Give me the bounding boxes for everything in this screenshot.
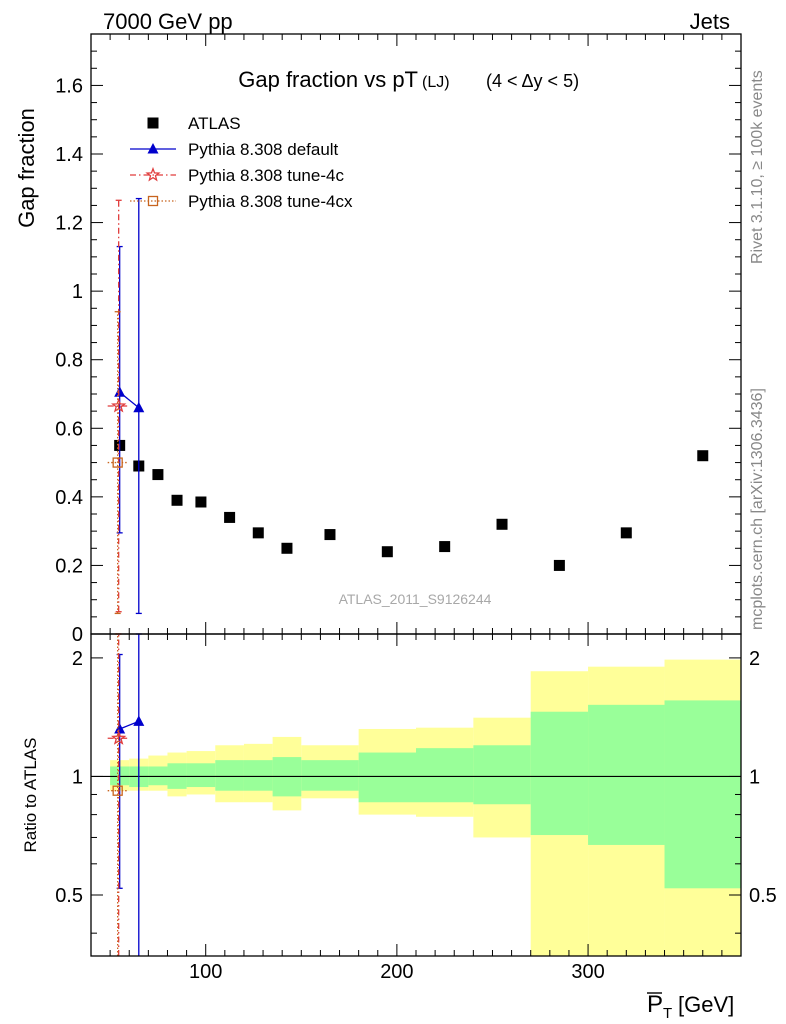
rivet-version-label: Rivet 3.1.10, ≥ 100k events xyxy=(749,70,766,264)
ratio-y-tick-label-right: 1 xyxy=(749,766,760,788)
legend-label: Pythia 8.308 tune-4c xyxy=(188,166,344,185)
data-point xyxy=(620,527,632,539)
mcplots-label: mcplots.cern.ch [arXiv:1306.3436] xyxy=(749,388,766,630)
legend-label: ATLAS xyxy=(188,114,241,133)
ratio-marks xyxy=(107,633,145,956)
x-tick-label: 200 xyxy=(380,961,413,983)
analysis-watermark: ATLAS_2011_S9126244 xyxy=(339,591,492,607)
main-y-tick-label: 0.4 xyxy=(55,487,83,509)
uncertainty-band-green xyxy=(215,760,244,791)
main-y-tick-label: 0.2 xyxy=(55,555,83,577)
ratio-bands xyxy=(91,659,741,956)
data-point xyxy=(111,397,127,413)
data-point xyxy=(195,496,207,508)
ratio-ticks: 0.5 0.5 1 1 2 2 100 200 300 xyxy=(55,634,777,983)
x-axis-label-subscript: T xyxy=(663,1005,672,1022)
x-tick-label: 100 xyxy=(189,961,222,983)
series-pythia-8-308-tune-4cx xyxy=(107,311,128,615)
legend-marker xyxy=(147,195,159,207)
process-label: Jets xyxy=(690,9,730,34)
uncertainty-band-green xyxy=(416,748,474,803)
data-point xyxy=(133,401,145,413)
ratio-data-point xyxy=(112,785,123,796)
main-panel: 0 0.2 0.4 0.6 0.8 1 1.2 1.4 1.6 Gap fraction vs … xyxy=(14,33,742,646)
legend-marker xyxy=(147,143,159,154)
data-point xyxy=(697,450,709,462)
data-point xyxy=(224,511,236,523)
main-y-tick-label: 1.6 xyxy=(55,75,83,97)
ratio-y-axis-label: Ratio to ATLAS xyxy=(21,738,40,853)
legend-marker xyxy=(145,166,161,182)
data-point xyxy=(496,518,508,530)
ratio-y-tick-label: 0.5 xyxy=(55,885,83,907)
series-atlas xyxy=(114,439,709,571)
main-title-sub: (LJ) xyxy=(422,74,450,91)
legend-label: Pythia 8.308 tune-4cx xyxy=(188,192,353,211)
uncertainty-band-green xyxy=(588,704,665,845)
legend-item: ATLAS xyxy=(147,114,241,133)
uncertainty-band-green xyxy=(358,752,416,803)
uncertainty-band-green xyxy=(530,711,589,836)
data-point xyxy=(553,559,565,571)
x-axis-label-symbol: P xyxy=(647,991,663,1018)
ratio-data-point xyxy=(111,730,127,745)
main-y-tick-label: 1.2 xyxy=(55,213,83,235)
main-title-range: (4 < Δy < 5) xyxy=(486,71,579,91)
energy-label: 7000 GeV pp xyxy=(103,9,233,34)
data-point xyxy=(252,527,264,539)
data-point xyxy=(112,457,123,468)
ratio-data-point xyxy=(133,715,145,726)
data-point xyxy=(439,541,451,553)
legend-item: Pythia 8.308 tune-4c xyxy=(130,166,344,185)
ratio-y-tick-label-right: 2 xyxy=(749,648,760,670)
data-point xyxy=(114,386,126,397)
data-point xyxy=(381,546,393,558)
legend-item: Pythia 8.308 default xyxy=(130,140,339,159)
x-axis-label-unit: [GeV] xyxy=(678,992,734,1017)
ratio-y-tick-label: 2 xyxy=(72,648,83,670)
data-point xyxy=(171,494,183,506)
legend-label: Pythia 8.308 default xyxy=(188,140,339,159)
ratio-panel: 0.5 0.5 1 1 2 2 100 200 300 Ratio to ATLAS xyxy=(21,633,777,983)
x-tick-label: 300 xyxy=(571,961,604,983)
ratio-series-pythia-8-308-tune-4cx xyxy=(107,633,128,956)
main-y-axis-label: Gap fraction xyxy=(14,108,39,228)
main-y-tick-label: 1.4 xyxy=(55,144,83,166)
main-title: Gap fraction vs pT xyxy=(238,67,418,92)
ratio-y-tick-label: 1 xyxy=(72,766,83,788)
main-y-tick-label: 1 xyxy=(72,281,83,303)
ratio-y-tick-label-right: 0.5 xyxy=(749,885,777,907)
main-marks xyxy=(107,197,709,615)
data-point xyxy=(281,542,293,554)
uncertainty-band-green xyxy=(301,760,359,791)
main-y-tick-label: 0 xyxy=(72,624,83,646)
uncertainty-band-green xyxy=(186,763,216,788)
legend-marker xyxy=(147,117,159,129)
legend: ATLAS Pythia 8.308 default Pythia 8.308 tu… xyxy=(130,114,353,211)
data-point xyxy=(324,529,336,541)
uncertainty-band-green xyxy=(664,700,741,889)
uncertainty-band-green xyxy=(473,745,531,805)
data-point xyxy=(152,469,164,481)
uncertainty-band-green xyxy=(243,760,273,791)
main-y-tick-label: 0.8 xyxy=(55,350,83,372)
ratio-data-point xyxy=(114,722,126,734)
main-ticks: 0 0.2 0.4 0.6 0.8 1 1.2 1.4 1.6 xyxy=(55,34,741,646)
series-pythia-8-308-default xyxy=(114,197,145,615)
main-y-tick-label: 0.6 xyxy=(55,418,83,440)
ratio-series-pythia-8-308-default xyxy=(114,633,145,956)
x-axis-label: P T [GeV] xyxy=(647,991,734,1022)
legend-item: Pythia 8.308 tune-4cx xyxy=(130,192,353,211)
